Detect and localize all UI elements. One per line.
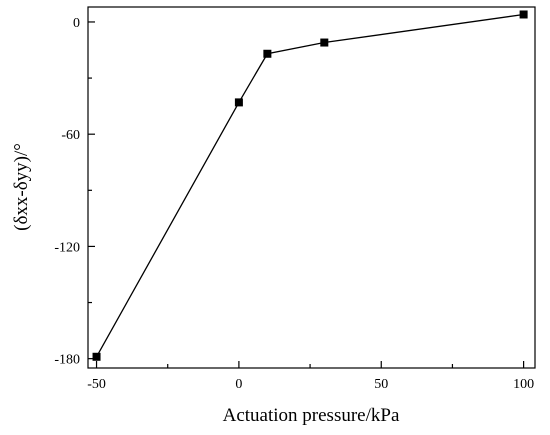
y-tick-label: -180	[54, 353, 80, 368]
data-point	[234, 98, 243, 107]
data-point	[320, 38, 329, 47]
plot-frame	[87, 6, 536, 369]
y-tick-label: -120	[54, 240, 80, 255]
series-line	[95, 13, 524, 358]
y-tick-label: -60	[61, 128, 80, 143]
x-tick-label: 100	[513, 377, 534, 392]
x-tick-label: 50	[374, 377, 388, 392]
y-axis-title: (δxx-δyy)/°	[11, 143, 32, 231]
data-series	[92, 10, 528, 361]
data-point	[92, 352, 101, 361]
y-axis-ticks: 0 -60 -120 -180	[54, 16, 95, 368]
y-tick-label: 0	[73, 16, 80, 31]
x-axis-ticks: -50 0 50 100	[87, 361, 534, 392]
x-tick-label: -50	[87, 377, 106, 392]
data-point	[263, 49, 272, 58]
x-axis-title: Actuation pressure/kPa	[223, 405, 400, 426]
data-point	[519, 10, 528, 19]
x-tick-label: 0	[235, 377, 242, 392]
